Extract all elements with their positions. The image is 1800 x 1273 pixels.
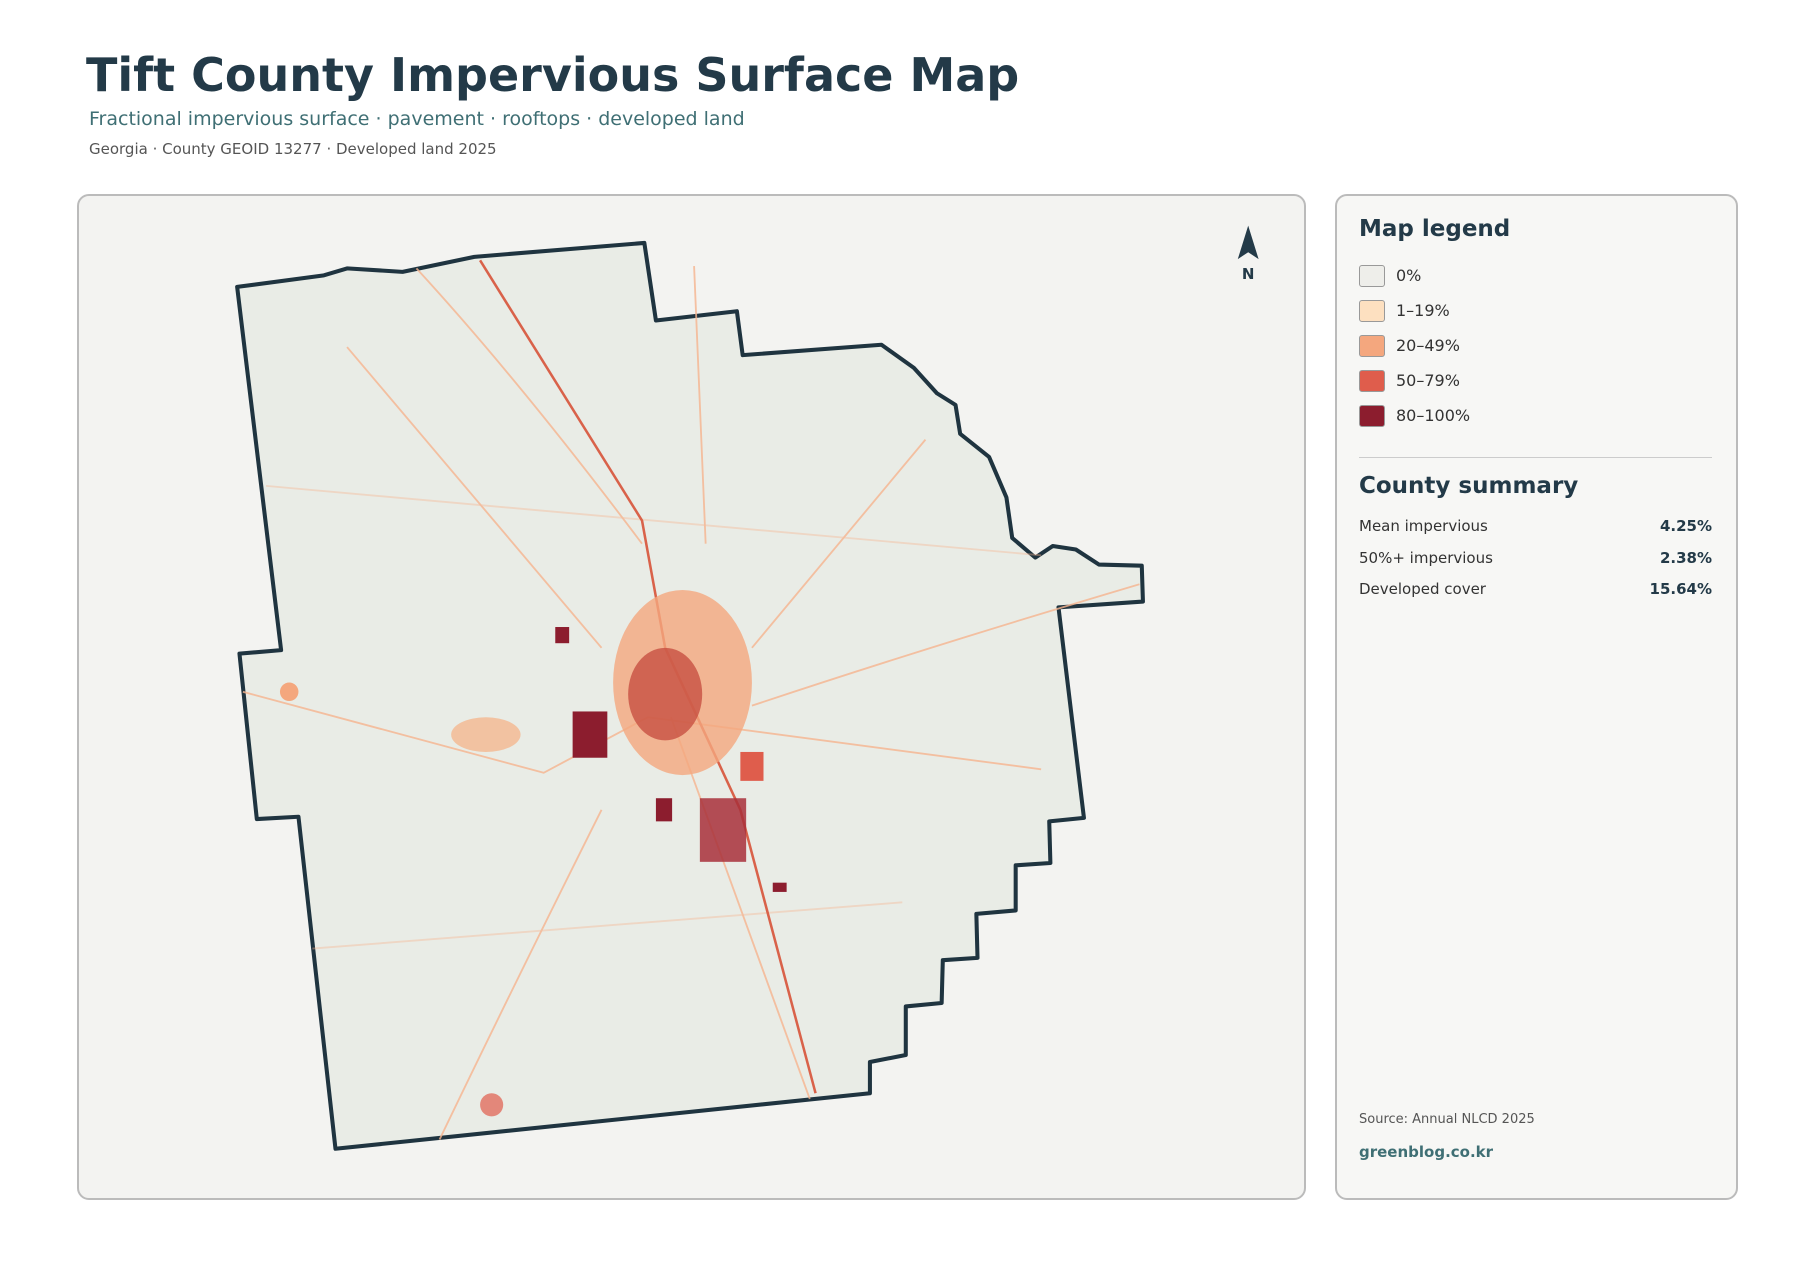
legend-swatch <box>1359 405 1385 427</box>
legend-swatch <box>1359 335 1385 357</box>
subtitle: Fractional impervious surface · pavement… <box>89 108 745 130</box>
site: greenblog.co.kr <box>1359 1143 1494 1161</box>
summary-value: 4.25% <box>1659 517 1712 535</box>
legend-label: 80–100% <box>1396 406 1471 425</box>
roads <box>242 266 1140 1140</box>
summary-label: Developed cover <box>1359 580 1486 598</box>
title: Tift County Impervious Surface Map <box>86 48 1020 102</box>
side-panel <box>1335 194 1738 1200</box>
north-label: N <box>1242 265 1255 283</box>
summary-title: County summary <box>1359 473 1579 499</box>
summary-value: 15.64% <box>1649 580 1712 598</box>
summary-value: 2.38% <box>1659 548 1712 567</box>
urban-area <box>279 589 787 1117</box>
north-arrow <box>1237 225 1259 260</box>
legend-swatch <box>1359 300 1385 322</box>
meta: Georgia · County GEOID 13277 · Developed… <box>89 140 497 158</box>
summary-label: 50%+ impervious <box>1359 548 1493 567</box>
source: Source: Annual NLCD 2025 <box>1359 1112 1535 1127</box>
legend-title: Map legend <box>1359 216 1511 242</box>
legend-label: 20–49% <box>1396 336 1460 355</box>
divider <box>1359 457 1712 458</box>
legend-label: 0% <box>1396 266 1422 285</box>
legend-label: 50–79% <box>1396 371 1460 390</box>
legend-swatch <box>1359 265 1385 287</box>
summary-label: Mean impervious <box>1359 517 1488 535</box>
legend-label: 1–19% <box>1396 301 1450 320</box>
legend-swatch <box>1359 370 1385 392</box>
